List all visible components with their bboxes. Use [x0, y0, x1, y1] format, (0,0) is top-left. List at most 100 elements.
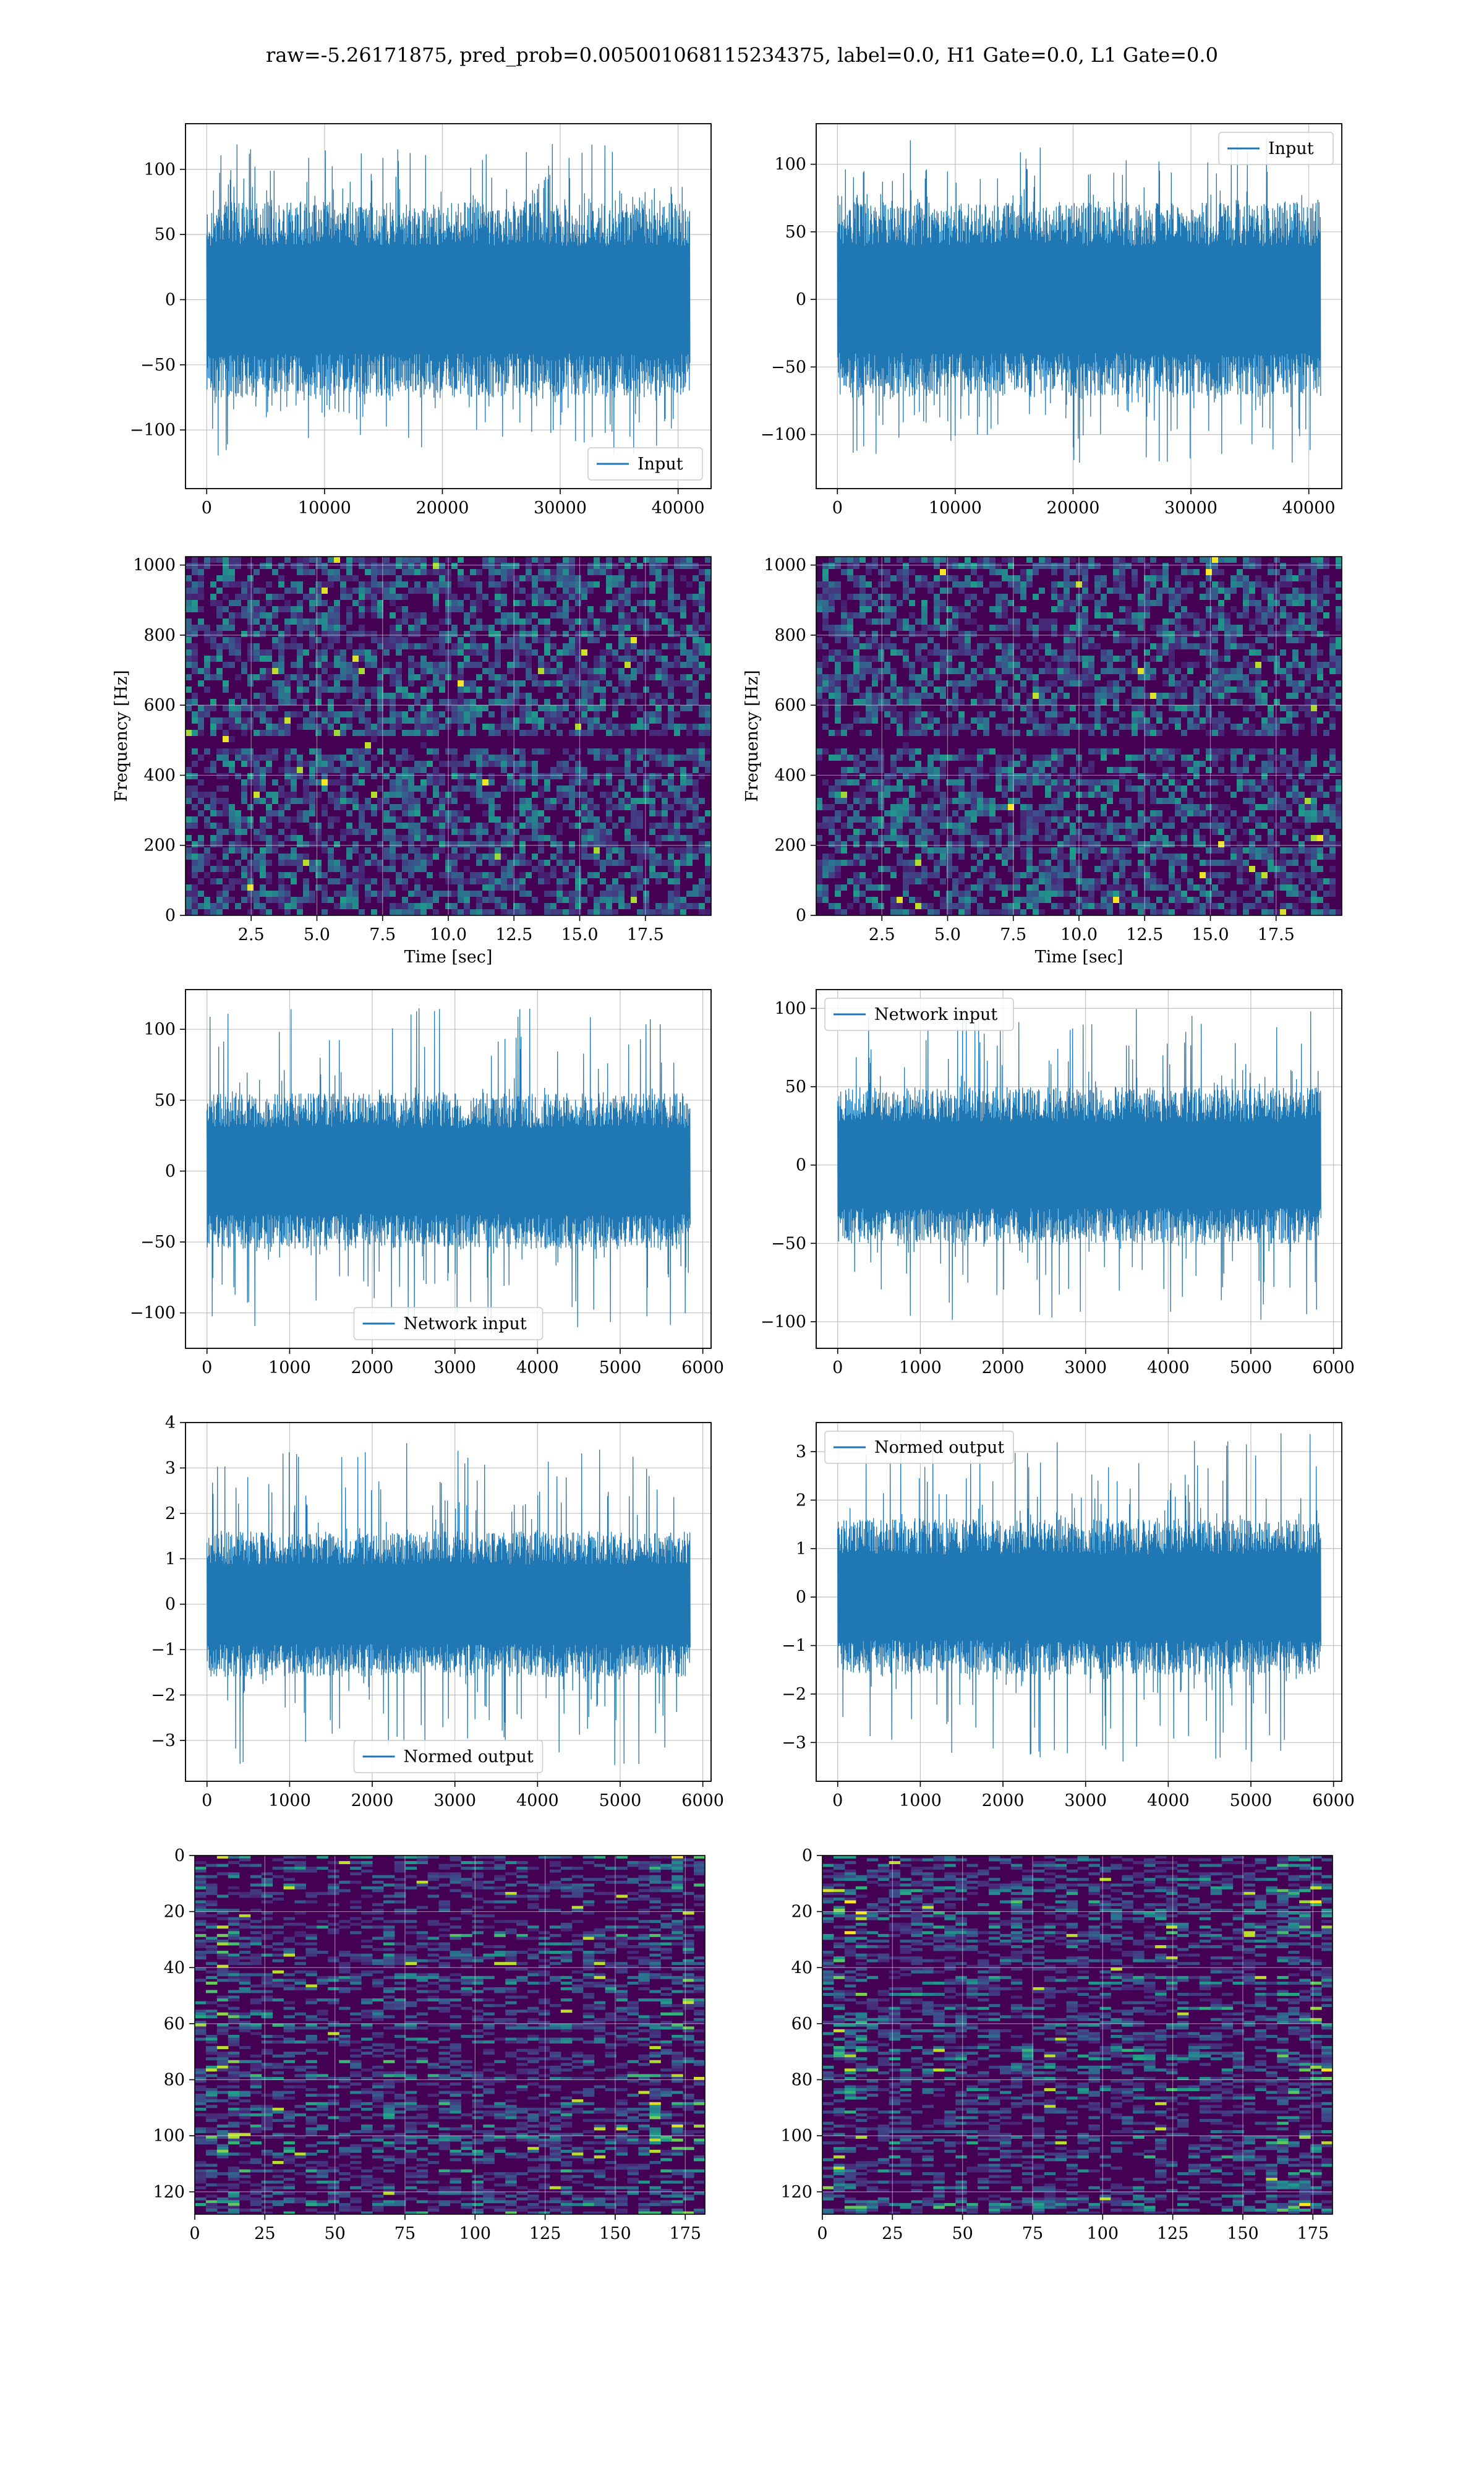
tick-label-y: −50 — [771, 1234, 806, 1253]
tick-label-x: 150 — [599, 2224, 631, 2243]
tick-label-x: 6000 — [681, 1791, 724, 1810]
chart-feature-map-l1: 0 25 50 75 100 125 150 175 0 20 40 60 80 100 120 — [780, 1846, 1333, 2243]
tick-label-x: 17.5 — [627, 925, 664, 944]
legend: Normed output — [824, 1431, 1014, 1464]
tick-label-y: 0 — [165, 906, 176, 925]
tick-label-y: −100 — [130, 421, 176, 440]
tick-label-y: 400 — [774, 766, 806, 785]
tick-label-y: 50 — [785, 1077, 806, 1097]
series-line — [837, 1008, 1321, 1320]
tick-label-y: −1 — [782, 1637, 806, 1656]
tick-label-y: 1000 — [133, 556, 176, 575]
tick-label-y: 4 — [165, 1413, 176, 1432]
axes-frame — [194, 1855, 706, 2215]
chart-input-h1: 0 10000 20000 30000 40000 −100 −50 0 50 100 Input — [130, 123, 712, 518]
tick-label-y: 0 — [165, 1162, 176, 1181]
tick-label-x: 12.5 — [1126, 925, 1163, 944]
tick-label-x: 0 — [202, 1358, 212, 1377]
tick-label-x: 4000 — [1147, 1358, 1190, 1377]
tick-label-y: 0 — [796, 1156, 806, 1175]
tick-label-x: 2.5 — [869, 925, 895, 944]
tick-label-y: 50 — [155, 1091, 176, 1110]
x-axis-label: Time [sec] — [1035, 948, 1124, 967]
x-axis-label: Time [sec] — [404, 948, 493, 967]
tick-label-y: 0 — [165, 1595, 176, 1614]
tick-label-y: 60 — [164, 2014, 185, 2034]
axes-frame-top — [816, 989, 1342, 1349]
axes-frame-top — [185, 1422, 712, 1782]
legend-box — [824, 998, 1014, 1031]
tick-label-x: 75 — [394, 2224, 416, 2243]
tick-label-x: 20000 — [1047, 499, 1100, 518]
tick-label-y: 100 — [774, 999, 806, 1018]
legend-box — [353, 1740, 544, 1773]
tick-label-x: 10.0 — [430, 925, 467, 944]
legend: Network input — [353, 1307, 544, 1340]
chart-spectrogram-l1: 2.5 5.0 7.5 10.0 12.5 15.0 17.5 0 200 400 600 800 10… — [743, 556, 1342, 967]
tick-label-x: 100 — [459, 2224, 492, 2243]
tick-label-x: 0 — [189, 2224, 200, 2243]
tick-label-y: 20 — [164, 1903, 185, 1922]
tick-label-x: 3000 — [1064, 1358, 1107, 1377]
tick-label-x: 4000 — [516, 1358, 559, 1377]
tick-label-x: 7.5 — [1000, 925, 1026, 944]
tick-label-x: 6000 — [1312, 1358, 1355, 1377]
tick-label-x: 25 — [882, 2224, 903, 2243]
tick-label-x: 0 — [832, 1358, 843, 1377]
tick-label-y: 0 — [174, 1846, 185, 1865]
tick-label-y: 80 — [791, 2071, 812, 2090]
series-line — [207, 1008, 691, 1333]
tick-label-x: 3000 — [433, 1791, 476, 1810]
tick-label-y: 50 — [155, 225, 176, 244]
tick-label-y: −50 — [771, 357, 806, 377]
axes-frame-top — [816, 123, 1342, 489]
tick-label-y: 120 — [780, 2183, 812, 2202]
tick-label-x: 3000 — [433, 1358, 476, 1377]
tick-label-y: 0 — [796, 290, 806, 309]
legend-box — [353, 1307, 544, 1340]
tick-label-x: 5000 — [599, 1358, 642, 1377]
tick-label-x: 4000 — [1147, 1791, 1190, 1810]
tick-label-y: −2 — [782, 1685, 806, 1704]
legend-box — [1218, 132, 1334, 165]
legend-label: Input — [1268, 139, 1314, 158]
series-line — [837, 1433, 1321, 1762]
legend-label: Network input — [404, 1314, 527, 1333]
tick-label-y: 2 — [165, 1504, 176, 1523]
tick-label-x: 5000 — [1230, 1358, 1273, 1377]
chart-network-input-l1: 0 1000 2000 3000 4000 5000 6000 −100 −50 0 50 100 Ne… — [761, 989, 1355, 1377]
tick-label-y: 3 — [165, 1458, 176, 1478]
y-axis-label: Frequency [Hz] — [743, 670, 762, 802]
tick-label-x: 50 — [952, 2224, 973, 2243]
tick-label-x: 125 — [529, 2224, 561, 2243]
tick-label-y: 1 — [165, 1549, 176, 1569]
tick-label-x: 5.0 — [304, 925, 330, 944]
tick-label-y: 100 — [143, 160, 176, 179]
tick-label-x: 0 — [832, 499, 843, 518]
tick-label-y: 100 — [143, 1020, 176, 1039]
axes-frame-top — [185, 123, 712, 489]
tick-label-x: 125 — [1157, 2224, 1189, 2243]
tick-label-y: −100 — [761, 1312, 806, 1332]
tick-label-x: 12.5 — [495, 925, 532, 944]
tick-label-y: 40 — [791, 1958, 812, 1977]
tick-label-x: 20000 — [416, 499, 469, 518]
legend: Input — [1218, 132, 1334, 165]
tick-label-y: 600 — [774, 696, 806, 715]
legend-box — [587, 447, 703, 481]
heatmap-cells — [816, 557, 1342, 915]
tick-label-x: 2000 — [982, 1791, 1025, 1810]
tick-label-x: 1000 — [268, 1358, 311, 1377]
tick-label-x: 40000 — [1282, 499, 1336, 518]
tick-label-y: 1 — [796, 1539, 806, 1559]
tick-label-y: −100 — [130, 1304, 176, 1323]
legend: Network input — [824, 998, 1014, 1031]
tick-label-x: 5000 — [1230, 1791, 1273, 1810]
tick-label-y: 600 — [143, 696, 176, 715]
tick-label-y: 60 — [791, 2014, 812, 2034]
tick-label-y: 200 — [143, 836, 176, 855]
legend: Input — [587, 447, 703, 481]
chart-spectrogram-h1: 2.5 5.0 7.5 10.0 12.5 15.0 17.5 0 200 400 600 800 10… — [112, 556, 712, 967]
chart-input-l1: 0 10000 20000 30000 40000 −100 −50 0 50 100 Input — [761, 123, 1342, 518]
